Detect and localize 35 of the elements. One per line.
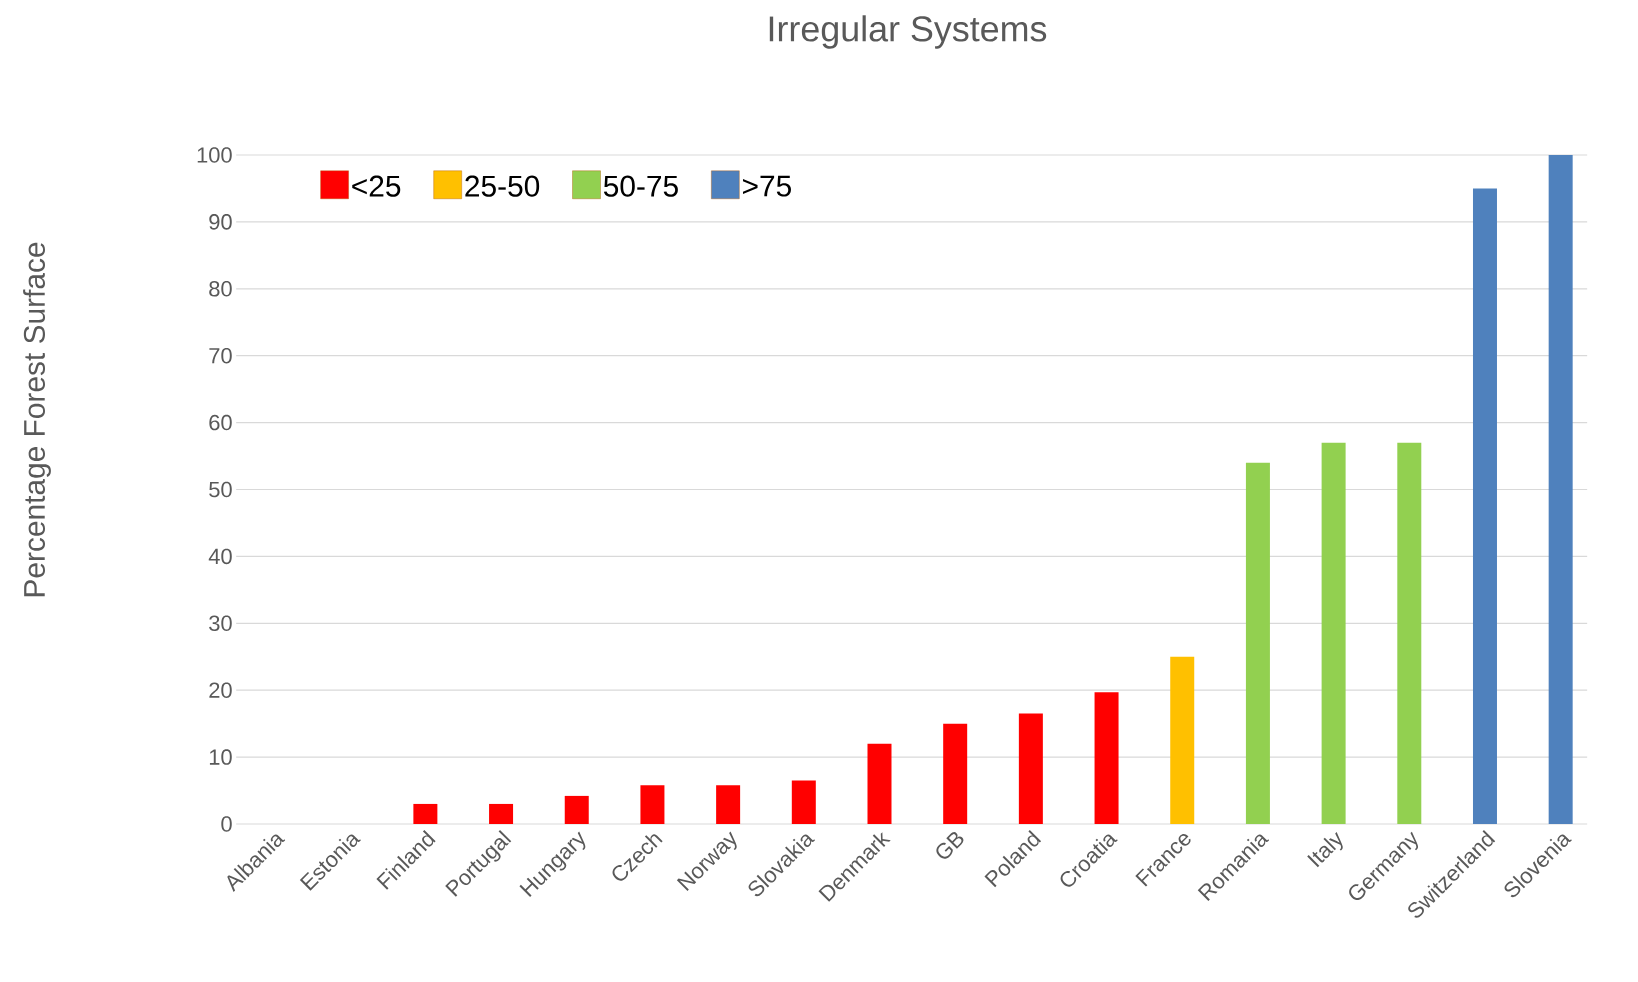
bar: [716, 785, 741, 824]
bar: [1094, 692, 1119, 824]
chart-title: Irregular Systems: [769, 15, 1047, 49]
bar: [413, 803, 438, 824]
y-tick-label: 80: [209, 281, 232, 297]
bar: [1170, 656, 1195, 824]
bar: [1018, 713, 1043, 824]
bar: [1397, 442, 1422, 824]
y-tick-label: 90: [209, 214, 232, 230]
bar: [943, 723, 968, 824]
y-tick-label: 10: [209, 749, 232, 765]
legend-label: 50-75: [603, 175, 678, 197]
bar: [1245, 462, 1270, 824]
legend-label: 25-50: [465, 175, 540, 197]
y-tick-label: 0: [221, 816, 232, 832]
legend-label: >75: [743, 175, 791, 197]
bar: [489, 803, 514, 824]
bar: [1321, 442, 1346, 824]
bar: [640, 785, 665, 824]
bar: [867, 743, 892, 824]
bar: [1472, 188, 1497, 824]
y-axis-title: Percentage Forest Surface: [23, 242, 51, 597]
bar: [564, 795, 589, 824]
y-tick-label: 40: [208, 548, 232, 565]
x-tick-label: Italy: [1307, 832, 1343, 868]
y-tick-label: 20: [209, 682, 232, 698]
y-tick-label: 30: [209, 615, 232, 632]
legend-label: <25: [352, 175, 401, 197]
y-tick-label: 50: [209, 481, 232, 498]
bar: [791, 780, 816, 824]
bar: [1548, 154, 1573, 824]
y-tick-label: 70: [209, 347, 232, 364]
y-tick-label: 100: [197, 147, 232, 163]
x-tick-label: GB: [936, 832, 964, 859]
y-tick-label: 60: [209, 414, 232, 431]
